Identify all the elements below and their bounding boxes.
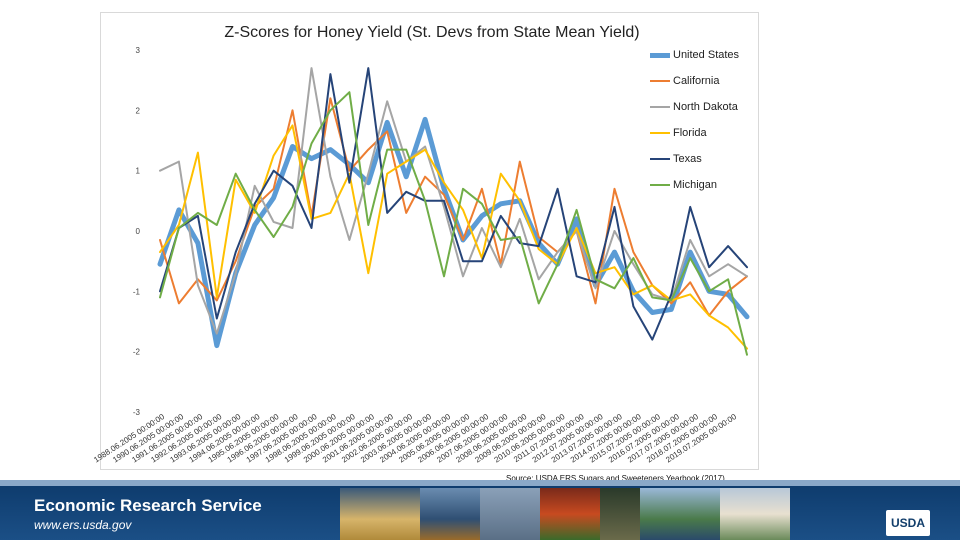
legend-label: Michigan [673, 179, 718, 191]
harbor-photo [420, 488, 480, 540]
legend: United States California North Dakota Flori… [650, 42, 760, 198]
produce-photo [540, 488, 600, 540]
legend-swatch [650, 106, 670, 108]
y-tick-label: -2 [133, 348, 141, 357]
y-tick-label: -3 [133, 408, 141, 417]
legend-label: Florida [673, 127, 707, 139]
usda-logo-text: USDA [890, 516, 925, 530]
legend-swatch [650, 132, 670, 134]
legend-item: Florida [650, 120, 760, 146]
legend-label: Texas [673, 153, 702, 165]
usda-logo: USDA [886, 510, 930, 536]
legend-label: North Dakota [673, 101, 738, 113]
legend-item: Michigan [650, 172, 760, 198]
y-tick-label: 1 [136, 167, 141, 176]
legend-swatch [650, 80, 670, 82]
legend-item: Texas [650, 146, 760, 172]
source-note: Source: USDA ERS Sugars and Sweeteners Y… [506, 474, 725, 483]
ship-photo [480, 488, 540, 540]
wheat-photo [340, 488, 420, 540]
chart-title: Z-Scores for Honey Yield (St. Devs from … [224, 24, 639, 41]
legend-item: California [650, 68, 760, 94]
market-photo [600, 488, 640, 540]
y-tick-label: 2 [136, 106, 141, 115]
legend-item: United States [650, 42, 760, 68]
series-line-michigan [159, 91, 748, 356]
wetland-photo [640, 488, 720, 540]
footer-accent-bar [0, 480, 960, 486]
house-photo [720, 488, 790, 540]
legend-item: North Dakota [650, 94, 760, 120]
website-url[interactable]: www.ers.usda.gov [34, 518, 132, 532]
series-line-florida [159, 124, 748, 350]
legend-swatch [650, 52, 670, 58]
y-tick-label: -1 [133, 287, 141, 296]
series-line-united-states [157, 116, 750, 349]
y-tick-label: 3 [136, 46, 141, 55]
org-name: Economic Research Service [34, 496, 262, 515]
y-tick-label: 0 [136, 227, 141, 236]
legend-swatch [650, 158, 670, 160]
legend-swatch [650, 184, 670, 186]
legend-label: United States [673, 49, 740, 61]
legend-label: California [673, 75, 720, 87]
